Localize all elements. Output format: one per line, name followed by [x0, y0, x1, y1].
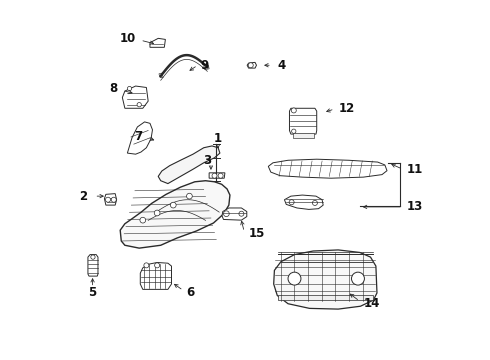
Text: 9: 9	[200, 59, 208, 72]
Polygon shape	[269, 159, 387, 178]
Circle shape	[171, 202, 176, 208]
Polygon shape	[104, 194, 117, 205]
Circle shape	[289, 200, 294, 205]
Circle shape	[154, 210, 160, 216]
Polygon shape	[290, 108, 317, 134]
Polygon shape	[88, 255, 98, 276]
Text: 1: 1	[214, 132, 222, 145]
Circle shape	[111, 197, 116, 202]
Polygon shape	[294, 134, 314, 138]
Circle shape	[239, 211, 244, 216]
Text: 5: 5	[89, 287, 97, 300]
Circle shape	[291, 108, 296, 113]
Polygon shape	[122, 86, 148, 108]
Polygon shape	[222, 208, 247, 220]
Circle shape	[351, 272, 365, 285]
Circle shape	[127, 86, 132, 91]
Polygon shape	[158, 146, 220, 184]
Polygon shape	[209, 173, 225, 178]
Polygon shape	[274, 250, 377, 309]
Circle shape	[187, 193, 192, 199]
Text: 13: 13	[406, 201, 422, 213]
Circle shape	[105, 197, 111, 202]
Circle shape	[218, 173, 223, 178]
Polygon shape	[285, 195, 323, 210]
Polygon shape	[204, 65, 209, 69]
Text: 11: 11	[406, 163, 422, 176]
Text: 8: 8	[109, 82, 118, 95]
Circle shape	[223, 211, 229, 217]
Text: 7: 7	[135, 130, 143, 144]
Circle shape	[248, 63, 253, 68]
Circle shape	[313, 201, 318, 206]
Text: 6: 6	[186, 287, 194, 300]
Circle shape	[155, 263, 160, 268]
Polygon shape	[120, 181, 230, 248]
Text: 12: 12	[338, 102, 354, 115]
Polygon shape	[247, 62, 256, 68]
Polygon shape	[127, 122, 152, 154]
Circle shape	[292, 129, 296, 134]
Circle shape	[137, 103, 141, 107]
Circle shape	[212, 173, 217, 178]
Text: 4: 4	[277, 59, 286, 72]
Circle shape	[288, 272, 301, 285]
Circle shape	[144, 263, 149, 268]
Circle shape	[140, 217, 146, 223]
Text: 15: 15	[248, 227, 265, 240]
Polygon shape	[278, 295, 373, 300]
Text: 2: 2	[79, 190, 87, 203]
Polygon shape	[159, 73, 163, 77]
Text: 3: 3	[203, 154, 211, 167]
Text: 14: 14	[364, 297, 380, 310]
Text: 10: 10	[120, 32, 136, 45]
Polygon shape	[150, 39, 166, 47]
Circle shape	[91, 255, 95, 259]
Polygon shape	[140, 262, 172, 289]
